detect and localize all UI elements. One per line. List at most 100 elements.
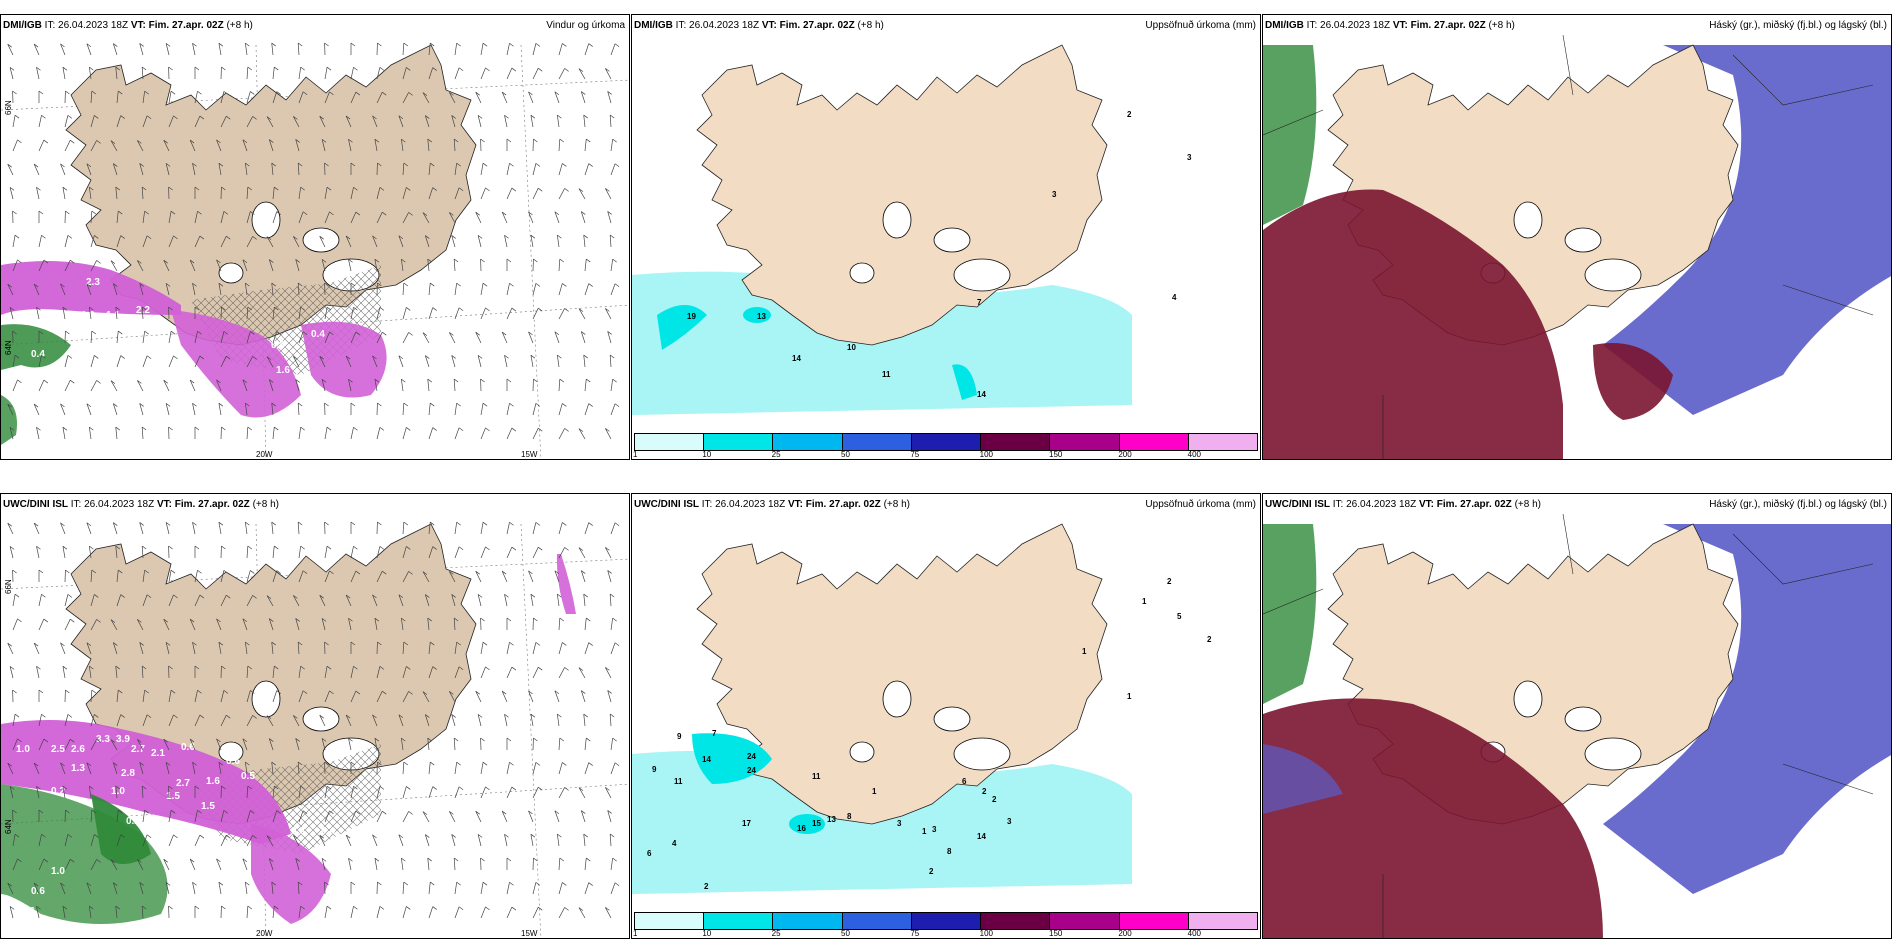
precip-value-label: 3.3: [96, 734, 110, 745]
precip-value-label: 1.6: [276, 365, 290, 376]
precip-value-label: 4: [672, 839, 677, 848]
colorbar-tick-label: 150: [1049, 450, 1063, 459]
precip-value-label: 16: [797, 824, 806, 833]
cloud-map: [1263, 494, 1891, 938]
precip-value-label: 1.6: [206, 776, 220, 787]
precip-value-label: 3: [1187, 153, 1192, 162]
precip-value-label: 24: [747, 766, 756, 775]
lat-label: 64N: [4, 340, 13, 355]
precip-value-label: 4: [1172, 293, 1177, 302]
colorbar-swatch: [634, 912, 705, 930]
precip-value-label: 9: [677, 732, 682, 741]
map-panel: DMI/IGB IT: 26.04.2023 18Z VT: Fim. 27.a…: [631, 14, 1261, 460]
precip-value-label: 0.4: [31, 349, 45, 360]
precip-value-label: 2.5: [51, 744, 65, 755]
precip-value-label: 0.8: [271, 340, 285, 351]
colorbar-swatch: [773, 912, 843, 930]
precip-value-label: 1: [1142, 597, 1147, 606]
panel-field-label: Vindur og úrkoma: [546, 20, 625, 31]
colorbar-tick-label: 400: [1187, 450, 1202, 459]
precip-value-label: 24: [747, 752, 756, 761]
precip-value-label: 2: [982, 787, 987, 796]
precip-value-label: 15: [812, 819, 821, 828]
precip-value-label: 2.7: [131, 744, 145, 755]
colorbar-tick-label: 75: [910, 450, 920, 459]
precip-value-label: 14: [702, 755, 711, 764]
colorbar-swatch: [842, 433, 912, 451]
precip-value-label: 1: [1127, 692, 1132, 701]
lon-label: 15W: [521, 450, 538, 459]
cloud-map: [1263, 15, 1891, 459]
colorbar-swatch: [1188, 912, 1258, 930]
precip-value-label: 14: [977, 390, 986, 399]
colorbar-tick-label: 1: [633, 450, 638, 459]
colorbar-tick-label: 400: [1187, 929, 1202, 938]
colorbar-ticks: 1 10 25 50 75 100 150 200 400: [633, 450, 1258, 459]
panel-title: DMI/IGB IT: 26.04.2023 18Z VT: Fim. 27.a…: [3, 20, 253, 31]
precip-value-label: 1.0: [111, 786, 125, 797]
precip-value-label: 1.4: [461, 347, 475, 358]
precip-value-label: 1: [872, 787, 877, 796]
panel-field-label: Uppsöfnuð úrkoma (mm): [1145, 20, 1256, 31]
colorbar-tick-label: 1: [633, 929, 638, 938]
colorbar-tick-label: 200: [1118, 450, 1132, 459]
precip-value-label: 1.0: [81, 310, 95, 321]
precip-value-label: 9: [652, 765, 657, 774]
precip-value-label: 2: [704, 882, 709, 891]
accum-precip-map: 2 3 3 7 4 19 13 14 10 11 14: [632, 15, 1260, 459]
precip-value-label: 2.9: [161, 826, 175, 837]
colorbar-swatch: [1188, 433, 1258, 451]
precip-value-label: 13: [827, 815, 836, 824]
colorbar-tick-label: 25: [771, 450, 781, 459]
precip-value-label: 7: [712, 729, 717, 738]
precip-value-label: 0.6: [181, 742, 195, 753]
colorbar-swatch: [634, 433, 705, 451]
precip-value-label: 0.2: [51, 786, 65, 797]
precip-value-label: 1.0: [16, 744, 30, 755]
precip-value-label: 0.6: [21, 906, 35, 917]
colorbar-swatch: [1119, 433, 1189, 451]
precip-value-label: 11: [882, 370, 891, 379]
colorbar-tick-label: 25: [771, 929, 781, 938]
colorbar-tick-label: 10: [702, 929, 712, 938]
precip-value-label: 2.2: [136, 305, 150, 316]
colorbar-swatch: [773, 433, 843, 451]
colorbar-swatch: [704, 433, 774, 451]
colorbar-tick-label: 200: [1118, 929, 1132, 938]
precip-value-label: 11: [812, 772, 821, 781]
precip-value-label: 13: [757, 312, 766, 321]
colorbar-swatch: [1119, 912, 1189, 930]
panel-field-label: Uppsöfnuð úrkoma (mm): [1145, 499, 1256, 510]
precip-value-label: 0.5: [241, 771, 255, 782]
precip-value-label: 1.5: [346, 858, 360, 869]
precip-value-label: 0.4: [311, 329, 325, 340]
precip-value-label: 8: [847, 812, 852, 821]
precip-value-label: 1.1: [51, 310, 65, 321]
precip-value-label: 6: [962, 777, 967, 786]
precip-value-label: 1.5: [201, 801, 215, 812]
map-panel: UWC/DINI ISL IT: 26.04.2023 18Z VT: Fim.…: [631, 493, 1261, 939]
colorbar-tick-label: 150: [1049, 929, 1063, 938]
precip-value-label: 1.5: [166, 791, 180, 802]
precip-value-label: 3.9: [181, 826, 195, 837]
precip-value-label: 2.8: [121, 768, 135, 779]
map-panel: UWC/DINI ISL IT: 26.04.2023 18Z VT: Fim.…: [0, 493, 630, 939]
precip-value-label: 11: [674, 777, 683, 786]
precip-value-label: 0.2: [336, 841, 350, 852]
lon-label: 20W: [256, 929, 273, 938]
colorbar: [634, 912, 1258, 930]
colorbar-swatch: [704, 912, 774, 930]
precip-value-label: 1.3: [71, 763, 85, 774]
map-panel: DMI/IGB IT: 26.04.2023 18Z VT: Fim. 27.a…: [0, 14, 630, 460]
precip-value-label: 3: [1052, 190, 1057, 199]
precip-value-label: 2.7: [176, 778, 190, 789]
colorbar-swatch: [1050, 433, 1120, 451]
panel-title: UWC/DINI ISL IT: 26.04.2023 18Z VT: Fim.…: [1265, 499, 1541, 510]
precip-value-label: 2.3: [86, 277, 100, 288]
colorbar-tick-label: 50: [841, 929, 850, 938]
map-panel: UWC/DINI ISL IT: 26.04.2023 18Z VT: Fim.…: [1262, 493, 1892, 939]
precip-value-label: 2: [929, 867, 934, 876]
precip-value-label: 3: [897, 819, 902, 828]
precip-value-label: 17: [742, 819, 751, 828]
precip-value-label: 0.4: [321, 826, 335, 837]
